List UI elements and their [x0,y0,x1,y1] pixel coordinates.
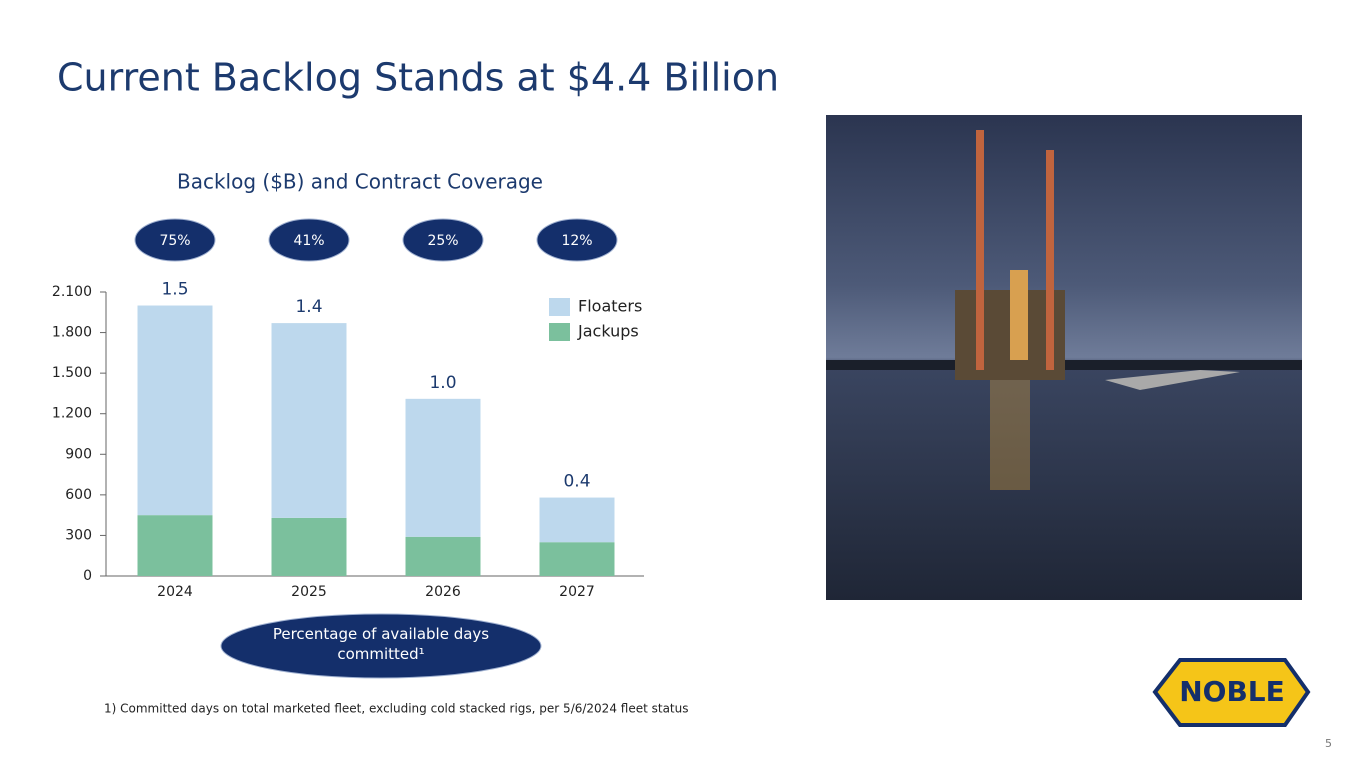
chart-title: Backlog ($B) and Contract Coverage [177,170,543,194]
coverage-label: 75% [159,233,190,249]
legend-label: Floaters [578,297,642,316]
logo: NOBLE [1152,658,1311,727]
slide-title: Current Backlog Stands at $4.4 Billion [57,56,779,100]
logo-text: NOBLE [1179,675,1285,708]
y-tick-label: 900 [65,446,92,462]
legend-swatch [549,323,570,341]
coverage-oval [536,218,618,262]
coverage-note-box: Percentage of available days committed¹ [272,625,490,663]
coverage-note-oval [220,613,542,679]
x-tick-label: 2024 [157,584,193,600]
x-tick-label: 2027 [559,584,595,600]
bar-segment [271,517,347,576]
y-tick-label: 1.200 [52,406,92,422]
photo [826,115,1302,600]
legend-swatch [549,298,570,316]
x-tick-label: 2026 [425,584,461,600]
bar-segment [405,398,481,537]
bar-segment [539,497,615,543]
y-tick-label: 0 [83,568,92,584]
coverage-note: Percentage of available days committed¹ [272,625,490,663]
bar-segment [137,515,213,576]
y-tick-label: 1.800 [52,325,92,341]
bar-segment [137,305,213,516]
footnote: 1) Committed days on total marketed flee… [104,702,688,716]
bar-label: 1.5 [161,280,188,300]
y-tick-label: 600 [65,487,92,503]
coverage-label: 41% [293,233,324,249]
coverage-oval [134,218,216,262]
page-number: 5 [1325,737,1332,750]
coverage-label: 12% [561,233,592,249]
bar-segment [271,323,347,518]
coverage-oval [268,218,350,262]
bar-segment [539,542,615,576]
y-tick-label: 300 [65,527,92,543]
bar-label: 1.4 [295,297,322,317]
x-tick-label: 2025 [291,584,327,600]
y-tick-label: 1.500 [52,365,92,381]
coverage-oval [402,218,484,262]
coverage-label: 25% [427,233,458,249]
bar-label: 0.4 [563,472,590,492]
bar-segment [405,536,481,576]
legend-label: Jackups [577,322,639,341]
y-tick-label: 2.100 [52,284,92,300]
bar-label: 1.0 [429,373,456,393]
